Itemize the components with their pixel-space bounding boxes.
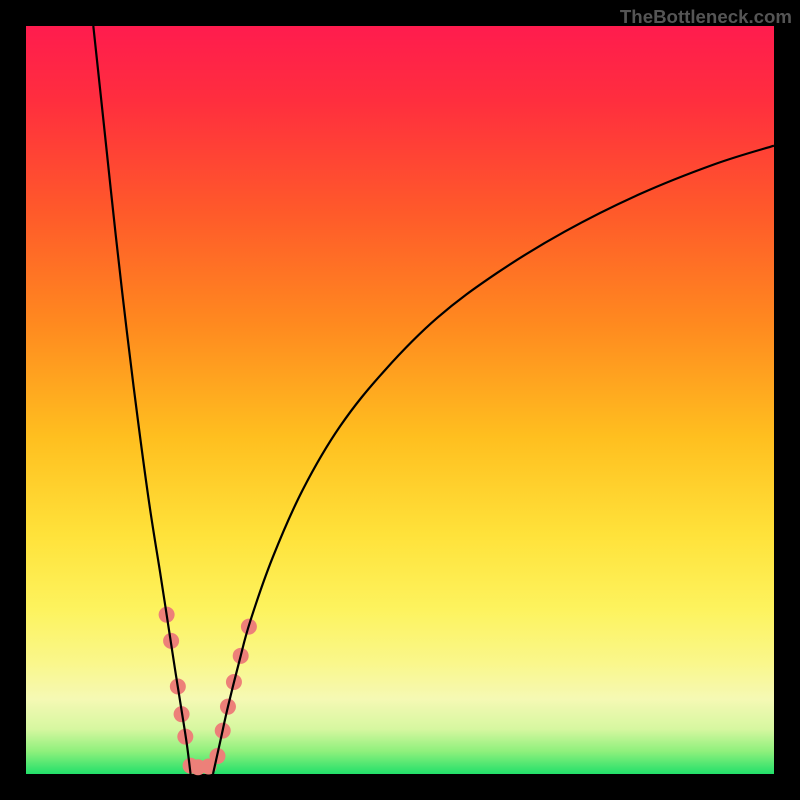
bottleneck-chart <box>0 0 800 800</box>
chart-root: TheBottleneck.com <box>0 0 800 800</box>
plot-background <box>26 26 774 774</box>
